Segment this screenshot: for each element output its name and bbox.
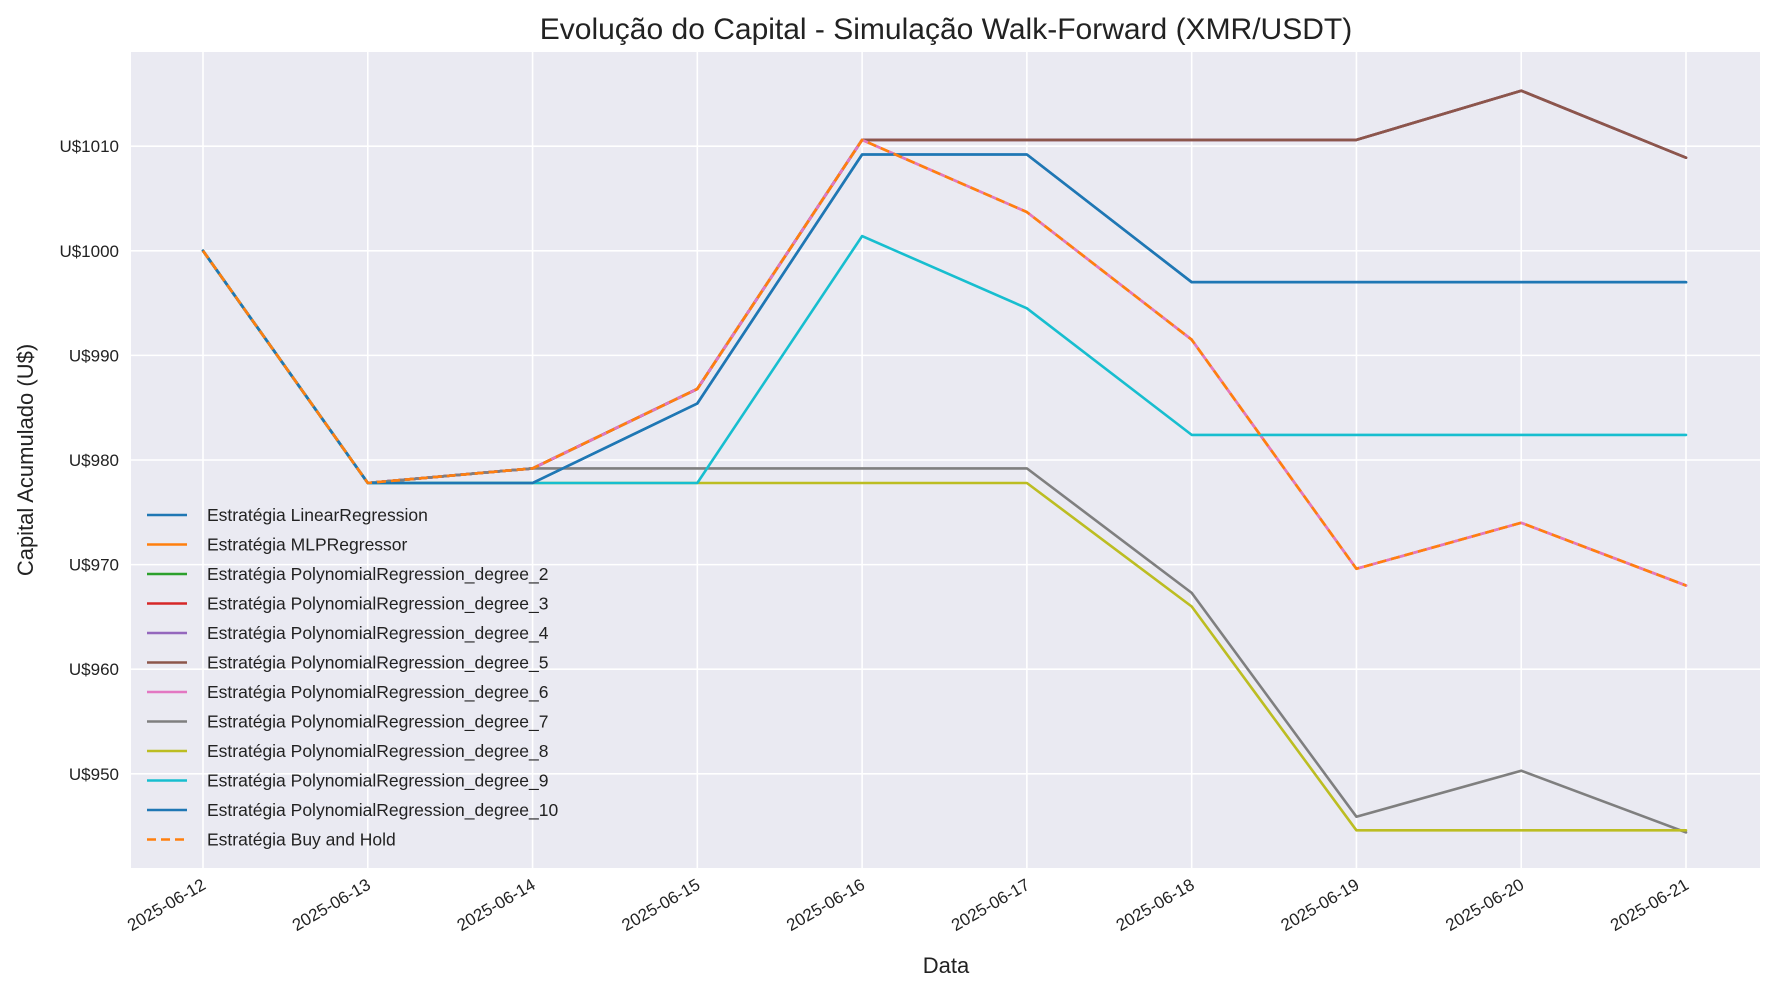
legend-label: Estratégia PolynomialRegression_degree_4 bbox=[207, 623, 549, 644]
legend-label: Estratégia Buy and Hold bbox=[207, 830, 396, 850]
legend: Estratégia LinearRegression Estratégia ML… bbox=[147, 505, 558, 850]
y-tick-label: U$1000 bbox=[59, 242, 119, 261]
y-axis-ticks: U$950 U$960 U$970 U$980 U$990 U$1000 U$1010 bbox=[59, 137, 119, 784]
series-lines bbox=[201, 89, 1688, 834]
legend-label: Estratégia PolynomialRegression_degree_9 bbox=[207, 771, 548, 792]
series-line bbox=[201, 138, 1687, 587]
series-line bbox=[201, 153, 1688, 485]
legend-label: Estratégia PolynomialRegression_degree_5 bbox=[207, 653, 548, 674]
grid-lines bbox=[131, 52, 1760, 868]
legend-label: Estratégia PolynomialRegression_degree_2 bbox=[207, 564, 548, 585]
y-axis-label: Capital Acumulado (U$) bbox=[13, 344, 38, 576]
legend-label: Estratégia LinearRegression bbox=[207, 505, 428, 525]
legend-label: Estratégia PolynomialRegression_degree_1… bbox=[207, 800, 558, 821]
legend-label: Estratégia PolynomialRegression_degree_3 bbox=[207, 594, 548, 615]
legend-label: Estratégia PolynomialRegression_degree_8 bbox=[207, 741, 548, 762]
chart-title: Evolução do Capital - Simulação Walk-For… bbox=[540, 13, 1352, 46]
legend-label: Estratégia PolynomialRegression_degree_7 bbox=[207, 712, 548, 733]
y-tick-label: U$960 bbox=[69, 660, 119, 679]
legend-label: Estratégia PolynomialRegression_degree_6 bbox=[207, 682, 548, 703]
legend-label: Estratégia MLPRegressor bbox=[207, 535, 408, 555]
y-tick-label: U$970 bbox=[69, 556, 119, 575]
y-tick-label: U$950 bbox=[69, 765, 119, 784]
y-tick-label: U$1010 bbox=[59, 137, 119, 156]
y-tick-label: U$990 bbox=[69, 346, 119, 365]
y-tick-label: U$980 bbox=[69, 451, 119, 470]
x-axis-label: Data bbox=[923, 953, 970, 978]
